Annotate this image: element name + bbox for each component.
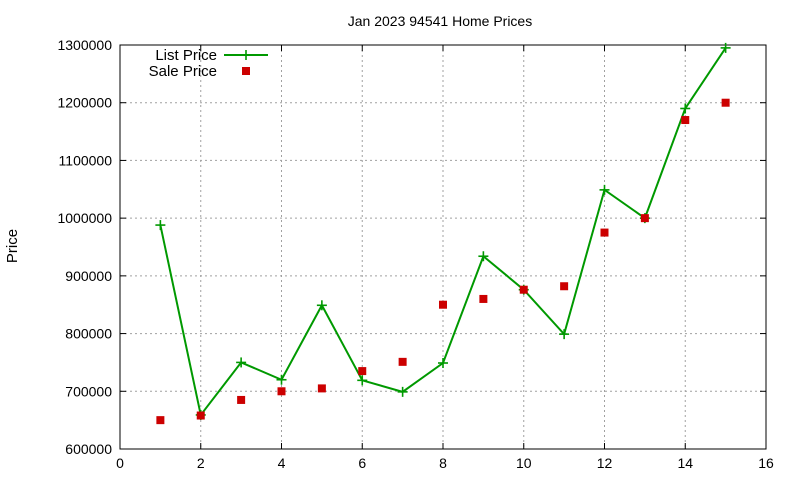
sale-price-point [479,294,488,303]
list-price-point [720,42,731,53]
y-tick-label: 1000000 [57,210,112,226]
x-tick-label: 10 [516,455,532,471]
y-tick-label: 800000 [65,326,112,342]
sale-price-point [196,411,205,420]
x-tick-label: 0 [116,455,124,471]
x-tick-label: 12 [597,455,613,471]
x-tick-label: 2 [197,455,205,471]
y-tick-label: 900000 [65,268,112,284]
x-tick-label: 4 [278,455,286,471]
sale-price-point [519,285,528,294]
list-price-point [155,220,166,231]
sale-price-point [439,300,447,309]
sale-price-point [358,367,367,376]
x-tick-label: 16 [758,455,774,471]
y-tick-label: 1100000 [59,152,113,168]
y-tick-label: 600000 [65,441,112,457]
series-layer [155,42,731,425]
list-price-point [276,374,287,385]
list-price-point [599,184,610,195]
legend-marker-list-price [241,50,251,60]
sale-price-point [600,228,609,237]
x-tick-label: 6 [358,455,366,471]
sale-price-point [317,384,326,393]
sale-price-point [721,98,730,107]
grid-layer [120,45,766,449]
sale-price-point [560,282,569,291]
x-tick-label: 14 [677,455,693,471]
sale-price-point [640,214,649,223]
list-price-point [316,300,327,311]
legend-marker-sale-price [242,67,250,75]
sale-price-point [681,116,690,125]
list-price-point [559,329,570,340]
sale-price-point [237,395,246,404]
list-price-point [236,357,247,368]
y-tick-label: 1200000 [57,95,112,111]
x-tick-label: 8 [439,455,447,471]
y-tick-label: 1300000 [57,37,112,53]
list-price-point [357,375,368,386]
legend-label-sale-price: Sale Price [149,63,217,80]
list-price-point [438,358,448,369]
list-price-point [397,386,408,397]
list-price-point [478,251,489,262]
sale-price-point [156,416,165,425]
y-axis-label: Price [4,229,21,263]
y-tick-label: 700000 [65,383,112,399]
sale-price-point [277,387,286,396]
sale-price-point [398,357,407,366]
list-price-point [680,103,691,114]
axis-layer: 0 2 4 6 8 10 12 14 16 600000 700000 800000 900000 100… [57,37,774,471]
legend-label-list-price: List Price [155,47,217,64]
chart-title: Jan 2023 94541 Home Prices [348,13,532,29]
